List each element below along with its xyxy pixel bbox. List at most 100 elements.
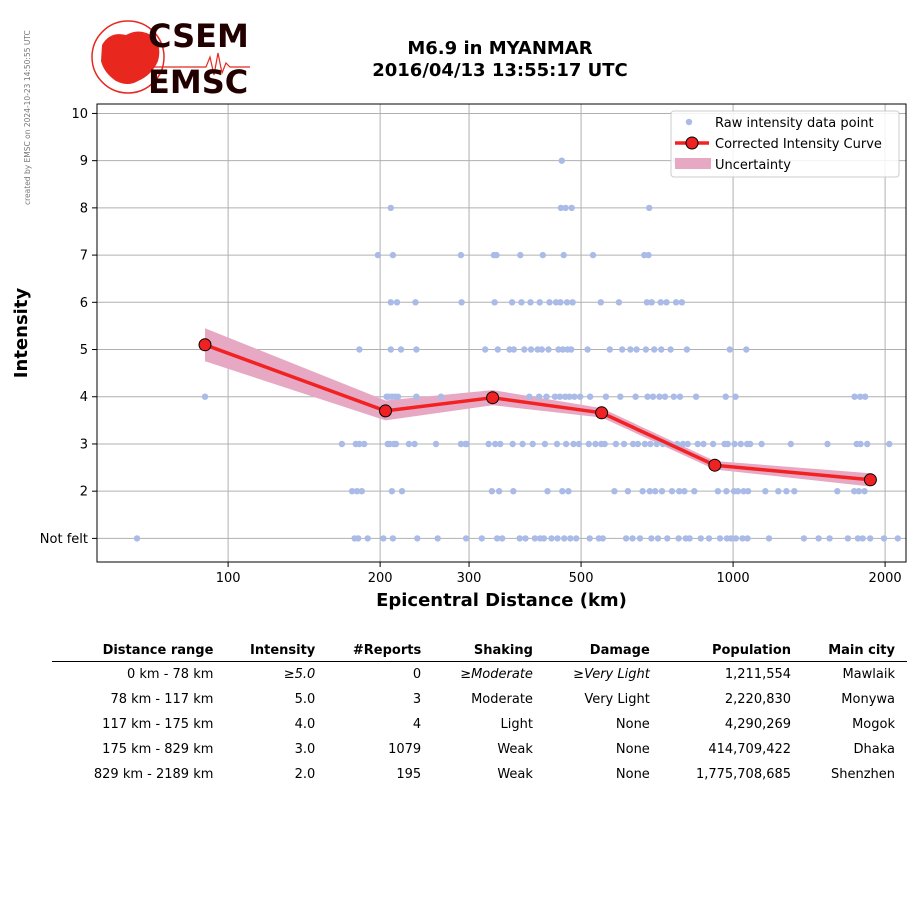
raw-data-point [518, 299, 525, 306]
raw-data-point [652, 488, 659, 495]
raw-data-point [857, 440, 864, 448]
raw-data-point [562, 440, 570, 448]
table-header-cell: Distance range [102, 643, 214, 658]
raw-data-point [567, 535, 574, 542]
raw-data-point [584, 346, 591, 353]
x-tick-label: 200 [368, 571, 393, 586]
raw-data-point [527, 346, 535, 353]
raw-data-point [783, 488, 790, 495]
table-cell: Weak [497, 742, 533, 757]
raw-data-point [389, 535, 397, 542]
raw-data-point [394, 393, 402, 400]
raw-data-point [458, 299, 465, 306]
curve-marker [708, 458, 722, 472]
raw-data-point [731, 440, 738, 448]
raw-data-point [493, 535, 501, 542]
legend-box [670, 110, 900, 178]
raw-data-point [697, 535, 704, 542]
raw-data-point [601, 440, 608, 448]
raw-data-point [668, 488, 676, 495]
raw-data-point [478, 535, 485, 542]
table-cell: Mogok [852, 717, 895, 732]
raw-data-point [619, 346, 626, 353]
y-tick-label: 4 [80, 390, 88, 405]
raw-data-point [700, 440, 707, 448]
legend-entry: Corrected Intensity Curve [715, 137, 882, 152]
raw-data-point [864, 440, 871, 448]
raw-data-point [855, 488, 862, 495]
raw-data-point [521, 346, 528, 353]
raw-data-point [526, 393, 533, 400]
raw-data-point [491, 299, 498, 306]
raw-data-point [414, 535, 421, 542]
x-axis-label: Epicentral Distance (km) [376, 590, 627, 611]
raw-data-point [691, 488, 698, 495]
raw-data-point [413, 393, 420, 400]
raw-data-point [348, 488, 356, 495]
raw-data-point [568, 346, 575, 353]
raw-data-point [636, 535, 644, 542]
table-cell: None [615, 717, 650, 732]
raw-data-point [867, 535, 874, 542]
raw-data-point [560, 251, 567, 259]
raw-data-point [361, 440, 368, 448]
raw-data-point [747, 440, 754, 448]
raw-data-point [559, 488, 566, 495]
legend-uncertainty-swatch [675, 158, 711, 169]
raw-data-point [411, 440, 418, 448]
title-line1: M6.9 in MYANMAR [407, 38, 593, 59]
plot-frame [96, 103, 907, 563]
raw-data-point [392, 440, 400, 448]
table-header-cell: Damage [589, 643, 650, 658]
raw-data-point [201, 393, 209, 400]
raw-data-point [667, 346, 674, 353]
raw-data-point [551, 393, 559, 400]
raw-data-point [714, 488, 722, 495]
raw-data-point [854, 535, 862, 542]
raw-data-point [705, 535, 713, 542]
uncertainty-band [205, 328, 871, 487]
raw-data-point [857, 393, 864, 400]
raw-data-point [571, 393, 578, 400]
raw-data-point [389, 251, 397, 259]
raw-data-point [519, 440, 526, 448]
legend-entry: Raw intensity data point [715, 116, 874, 131]
table-cell: 2.0 [294, 767, 316, 782]
raw-data-point [861, 488, 868, 495]
raw-data-point [133, 535, 141, 542]
raw-data-point [758, 440, 765, 448]
corrected-intensity-curve [204, 343, 871, 482]
table-cell: ≥5.0 [283, 667, 316, 682]
table-cell: Light [500, 717, 533, 732]
raw-data-point [787, 440, 794, 448]
raw-data-point [724, 440, 731, 448]
raw-data-point [398, 488, 406, 495]
raw-data-point [397, 346, 405, 353]
raw-data-point [744, 488, 752, 495]
raw-data-point [388, 488, 396, 495]
raw-data-point [734, 488, 742, 495]
table-row: 829 km - 2189 km 2.0 195 Weak None 1,775,708,… [52, 762, 907, 787]
raw-data-point [663, 299, 670, 306]
raw-data-point [457, 440, 465, 448]
raw-data-point [709, 440, 717, 448]
raw-data-point [338, 440, 346, 448]
raw-data-point [510, 346, 517, 353]
y-axis-label: Intensity [11, 288, 32, 379]
raw-data-point [522, 535, 529, 542]
table-header-cell: #Reports [352, 643, 422, 658]
raw-data-point [851, 488, 858, 495]
raw-data-point [716, 535, 724, 542]
raw-data-point [722, 393, 729, 400]
legend-entry: Uncertainty [715, 158, 791, 173]
raw-data-point [488, 488, 496, 495]
table-cell: 3.0 [294, 742, 316, 757]
table-cell: 3 [412, 692, 422, 707]
raw-data-point [880, 535, 888, 542]
raw-data-point [485, 440, 492, 448]
raw-data-point [615, 299, 623, 306]
raw-data-point [539, 251, 546, 259]
logo-line2: EMSC [148, 63, 248, 100]
raw-data-point [543, 393, 550, 400]
table-cell: 829 km - 2189 km [93, 767, 214, 782]
